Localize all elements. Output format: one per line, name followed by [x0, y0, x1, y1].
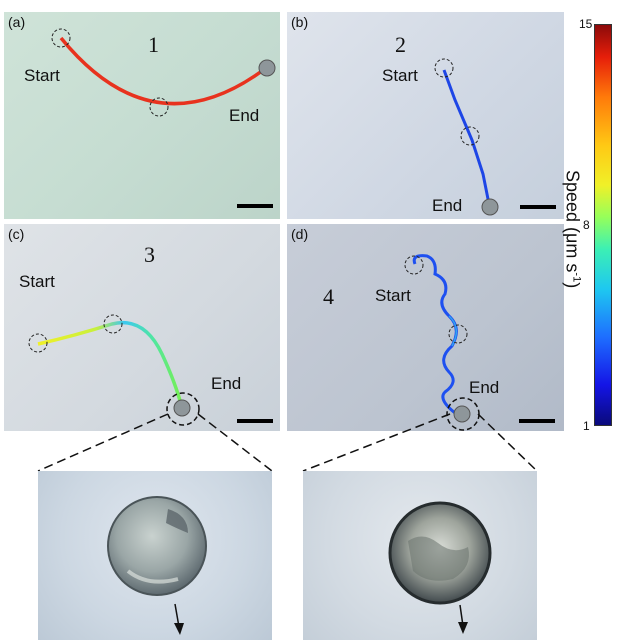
colorbar-tick-min: 1: [583, 419, 590, 433]
scale-bar-a: [237, 204, 273, 208]
particle-c-patch: [166, 509, 188, 533]
panel-b-trajectory: [434, 58, 556, 216]
zoom-panel-c: [38, 471, 272, 640]
panel-c: (c) 3 Start End: [4, 224, 280, 431]
track-c: [37, 320, 184, 409]
panel-a: (a) 1 Start End: [4, 12, 280, 219]
scale-bar-b: [520, 205, 556, 209]
panel-number-d: 4: [323, 284, 334, 309]
particle-d: [453, 405, 471, 423]
colorbar-title-close: ): [562, 282, 583, 289]
colorbar-tick-max: 15: [579, 17, 593, 31]
end-label-d: End: [469, 378, 500, 397]
track-d-highlight: [448, 315, 458, 347]
mid-marker-d: [448, 324, 468, 344]
particle-b: [481, 198, 499, 216]
start-label-c: Start: [19, 272, 55, 291]
start-label-b: Start: [382, 66, 418, 85]
panel-b: (b) 2 Start End: [287, 12, 564, 219]
particle-c-shadow: [126, 569, 179, 584]
end-label-a: End: [229, 106, 260, 125]
colorbar-title-sup: -1: [570, 272, 583, 283]
particle-a: [258, 59, 276, 77]
mid-marker-c: [103, 314, 123, 334]
panel-label-c: (c): [8, 226, 25, 242]
particle-d-texture: [408, 536, 469, 581]
end-label-c: End: [211, 374, 242, 393]
direction-arrow-d-head: [458, 622, 468, 634]
end-label-b: End: [432, 196, 463, 215]
zoom-right-image: [388, 501, 492, 634]
speed-colorbar: [594, 24, 612, 426]
colorbar-title-text: Speed (μm s: [562, 170, 583, 273]
zoom-left-image: [107, 496, 207, 635]
particle-c: [173, 399, 191, 417]
scale-bar-c: [237, 419, 273, 423]
panel-label-d: (d): [291, 226, 309, 242]
track-a: [59, 36, 268, 106]
start-marker-d: [404, 255, 424, 275]
panel-d: (d) 4 Start End: [287, 224, 564, 431]
panel-number-a: 1: [148, 32, 159, 57]
scale-bar-d: [519, 419, 555, 423]
panel-label-a: (a): [8, 14, 26, 30]
start-label-a: Start: [24, 66, 60, 85]
zoom-panel-d: [303, 471, 537, 640]
mid-marker-b: [460, 126, 480, 146]
start-marker-c: [28, 333, 48, 353]
colorbar-title: Speed (μm s-1): [562, 170, 583, 288]
panel-number-c: 3: [144, 242, 155, 267]
end-marker-c: [166, 392, 200, 426]
start-marker-a: [51, 28, 71, 48]
panel-a-trajectory: [51, 28, 276, 208]
colorbar-tick-mid: 8: [583, 218, 590, 232]
panel-d-trajectory: [404, 254, 555, 431]
panel-label-b: (b): [291, 14, 309, 30]
track-b: [442, 69, 491, 205]
panel-c-trajectory: [28, 314, 273, 426]
mid-marker-a: [149, 97, 169, 117]
start-label-d: Start: [375, 286, 411, 305]
panel-number-b: 2: [395, 32, 406, 57]
track-d: [412, 254, 460, 418]
direction-arrow-c-head: [174, 623, 184, 635]
start-marker-b: [434, 58, 454, 78]
